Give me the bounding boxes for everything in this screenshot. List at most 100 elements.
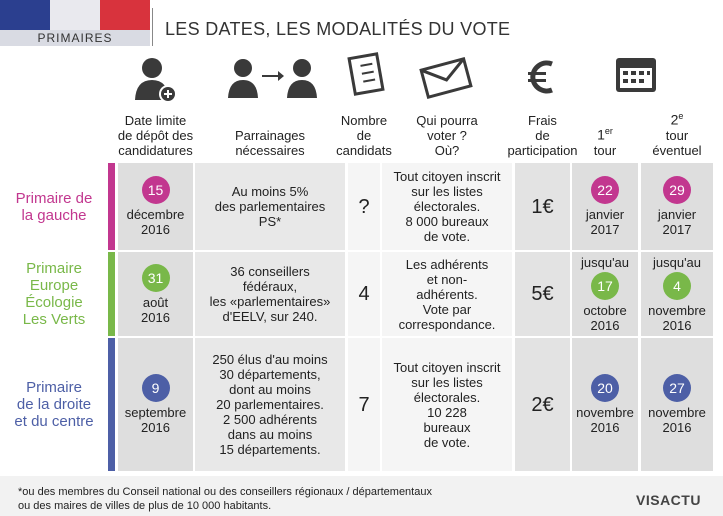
cell-fee: 2€	[515, 338, 570, 471]
text-line: PS*	[258, 214, 282, 229]
header-line: Date limite	[124, 113, 187, 128]
fee: 1€	[531, 195, 554, 218]
text-line: dont au moins	[229, 382, 311, 397]
column-header: Frais de participation	[507, 100, 578, 158]
text-line: 2 500 adhérents	[223, 412, 317, 427]
fee: 5€	[531, 283, 554, 305]
text-line: bureaux	[423, 419, 471, 435]
header-line: nécessaires	[235, 143, 305, 158]
text-line: électorales.	[413, 389, 481, 405]
text-line: Vote par	[422, 301, 472, 317]
date-line: octobre	[583, 303, 627, 318]
row-label: Primaire de la droite et du centre	[2, 338, 106, 471]
cell-sponsors: Au moins 5% des parlementaires PS*	[195, 163, 345, 250]
date-line: 2017	[590, 222, 620, 237]
text-line: dans au moins	[227, 427, 313, 442]
text-line: 250 élus d'au moins	[212, 352, 328, 367]
text-line: Tout citoyen inscrit	[393, 359, 501, 375]
text-line: sur les listes	[411, 184, 483, 199]
cell-voters: Tout citoyen inscrit sur les listes électo…	[382, 163, 512, 250]
text-line: 20 parlementaires.	[216, 397, 324, 412]
day-circle: 4	[663, 272, 691, 300]
text-line: les «parlementaires»	[209, 294, 331, 309]
day-circle: 31	[141, 263, 170, 292]
row-label: Primaire Europe Écologie Les Verts	[2, 252, 106, 336]
date-line: 2017	[662, 222, 692, 237]
footnote-line: *ou des membres du Conseil national ou d…	[18, 486, 432, 498]
day-circle: 15	[141, 176, 170, 204]
text-line: Les adhérents	[405, 256, 489, 272]
date-line: novembre	[576, 405, 634, 420]
row-label-line: Primaire	[26, 260, 82, 277]
header-line: Nombre	[340, 113, 388, 128]
row-label-line: de la droite	[16, 396, 92, 413]
text-line: 30 départements,	[219, 367, 321, 382]
date-line: 2016	[662, 420, 692, 435]
column-header: Date limite de dépôt des candidatures	[110, 100, 201, 158]
row-label-line: Primaire	[26, 379, 82, 396]
prefix: jusqu'au	[652, 255, 702, 270]
cell-round1: jusqu'au 17 octobre 2016	[572, 252, 638, 336]
row-label-line: Europe	[29, 277, 79, 294]
header-line: Où?	[434, 143, 460, 158]
text-line: 36 conseillers	[230, 264, 310, 279]
column-header: Nombre de candidats	[336, 100, 392, 158]
text-line: 10 228	[427, 404, 467, 420]
cell-fee: 5€	[515, 252, 570, 336]
text-line: Au moins 5%	[231, 184, 309, 199]
row-label-line: Écologie	[25, 294, 83, 311]
title: LES DATES, LES MODALITÉS DU VOTE	[165, 19, 511, 39]
column-header: Qui pourra voter ? Où?	[374, 100, 520, 158]
cell-round2: jusqu'au 4 novembre 2016	[641, 252, 713, 336]
header-line: de dépôt des	[117, 128, 194, 143]
header-line: participation	[507, 143, 578, 158]
row-label-line: Primaire de	[15, 189, 93, 207]
text-line: fédéraux,	[242, 279, 298, 294]
row-label-line: et du centre	[14, 413, 94, 430]
day-circle: 17	[591, 272, 619, 300]
cell-candidates: 4	[348, 252, 380, 336]
number: 2	[670, 112, 679, 128]
header-line: voter ?	[427, 128, 467, 143]
date-line: janvier	[657, 207, 697, 222]
text-line: des parlementaires	[214, 199, 326, 214]
flag-banner	[0, 0, 150, 30]
divider	[152, 8, 153, 46]
day-circle: 22	[591, 176, 619, 204]
text-line: sur les listes	[411, 374, 483, 390]
text-line: 15 départements.	[219, 442, 321, 457]
date-line: 2016	[662, 318, 692, 333]
candidates: ?	[358, 195, 370, 218]
cell-fee: 1€	[515, 163, 570, 250]
header-line: Qui pourra	[416, 113, 478, 128]
row-bar	[108, 163, 115, 250]
cell-voters: Les adhérents et non-adhérents. Vote par co…	[382, 252, 512, 336]
number: 1	[597, 127, 605, 143]
row-bar	[108, 252, 115, 336]
header-line: éventuel	[652, 143, 702, 158]
day-circle: 20	[591, 374, 619, 402]
footnote: *ou des membres du Conseil national ou d…	[18, 485, 432, 513]
column-number: 2e	[671, 109, 684, 128]
header-line: tour	[665, 128, 689, 143]
column-header: 1er tour	[564, 100, 646, 158]
header-line: Parrainages	[234, 128, 306, 143]
cell-candidates: 7	[348, 338, 380, 471]
text-line: de vote.	[423, 434, 471, 450]
text-line: d'EELV, sur 240.	[222, 309, 318, 324]
header-line: de	[535, 128, 550, 143]
suffix: e	[678, 111, 684, 122]
prefix: jusqu'au	[580, 255, 630, 270]
badge: PRIMAIRES	[0, 30, 150, 46]
column-number: 1er	[597, 124, 613, 143]
candidates: 4	[358, 283, 370, 305]
cell-deadline: 9 septembre 2016	[118, 338, 193, 471]
column-icons	[135, 52, 656, 103]
cell-sponsors: 250 élus d'au moins 30 départements, dont …	[195, 338, 345, 471]
row-label-line: Les Verts	[22, 311, 86, 328]
text-line: électorales.	[413, 199, 481, 214]
text-line: 8 000 bureaux	[405, 214, 489, 229]
cell-round2: 27 novembre 2016	[641, 338, 713, 471]
text-line: de vote.	[423, 229, 471, 244]
